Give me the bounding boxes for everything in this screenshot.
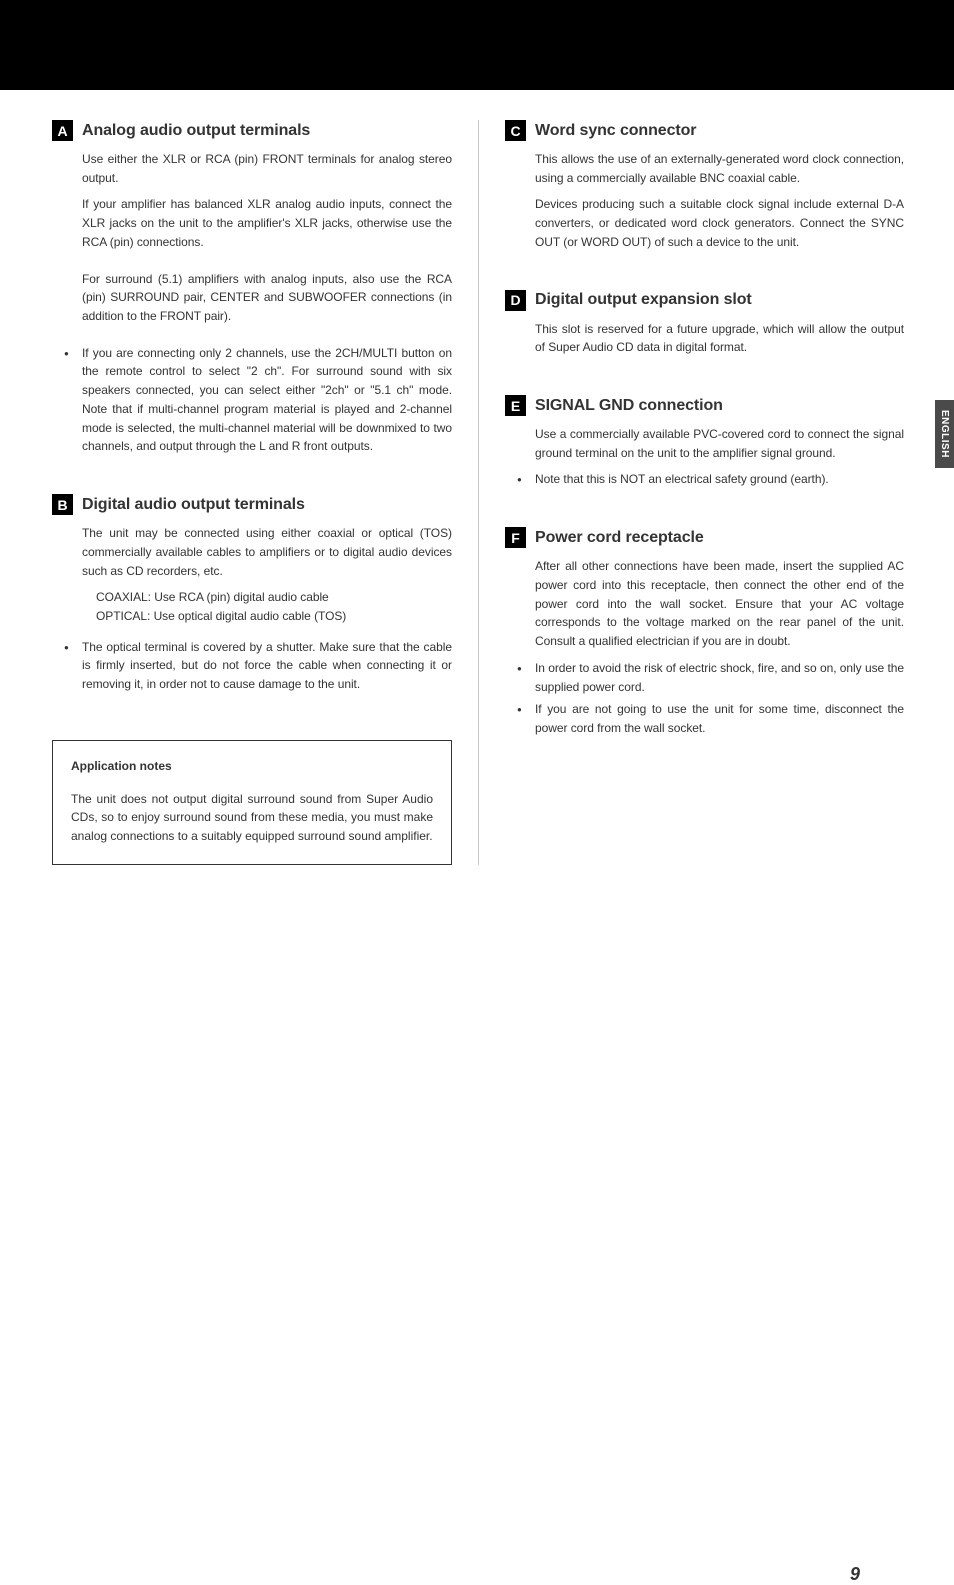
bullet-e1: Note that this is NOT an electrical safe… xyxy=(517,470,904,489)
para-a3: For surround (5.1) amplifiers with analo… xyxy=(82,270,452,326)
bullets-e: Note that this is NOT an electrical safe… xyxy=(505,470,904,489)
para-a1: Use either the XLR or RCA (pin) FRONT te… xyxy=(82,150,452,187)
section-head-c: C Word sync connector xyxy=(505,120,904,141)
language-tab: ENGLISH xyxy=(935,400,954,468)
bullets-b: The optical terminal is covered by a shu… xyxy=(52,638,452,694)
para-c1: This allows the use of an externally-gen… xyxy=(535,150,904,187)
body-e: Use a commercially available PVC-covered… xyxy=(505,425,904,462)
section-e: E SIGNAL GND connection Use a commercial… xyxy=(505,395,904,489)
para-e1: Use a commercially available PVC-covered… xyxy=(535,425,904,462)
badge-a: A xyxy=(52,120,73,141)
body-c: This allows the use of an externally-gen… xyxy=(505,150,904,252)
badge-e: E xyxy=(505,395,526,416)
indent-b2: OPTICAL: Use optical digital audio cable… xyxy=(96,607,452,626)
page-number: 9 xyxy=(850,1564,860,1585)
title-a: Analog audio output terminals xyxy=(82,122,310,140)
title-d: Digital output expansion slot xyxy=(535,291,752,309)
body-d: This slot is reserved for a future upgra… xyxy=(505,320,904,357)
indent-b1: COAXIAL: Use RCA (pin) digital audio cab… xyxy=(96,588,452,607)
section-f: F Power cord receptacle After all other … xyxy=(505,527,904,737)
section-head-b: B Digital audio output terminals xyxy=(52,494,452,515)
columns-wrapper: A Analog audio output terminals Use eith… xyxy=(52,120,904,865)
para-c2: Devices producing such a suitable clock … xyxy=(535,195,904,251)
section-head-e: E SIGNAL GND connection xyxy=(505,395,904,416)
page-content: ENGLISH A Analog audio output terminals … xyxy=(0,90,954,1205)
left-column: A Analog audio output terminals Use eith… xyxy=(52,120,478,865)
badge-d: D xyxy=(505,290,526,311)
section-a: A Analog audio output terminals Use eith… xyxy=(52,120,452,456)
footer-area: 9 xyxy=(52,865,904,1205)
title-e: SIGNAL GND connection xyxy=(535,397,723,415)
badge-c: C xyxy=(505,120,526,141)
section-head-d: D Digital output expansion slot xyxy=(505,290,904,311)
badge-f: F xyxy=(505,527,526,548)
para-d1: This slot is reserved for a future upgra… xyxy=(535,320,904,357)
body-a: Use either the XLR or RCA (pin) FRONT te… xyxy=(52,150,452,326)
title-b: Digital audio output terminals xyxy=(82,496,305,514)
bullet-f2: If you are not going to use the unit for… xyxy=(517,700,904,737)
bullet-f1: In order to avoid the risk of electric s… xyxy=(517,659,904,696)
indent-b: COAXIAL: Use RCA (pin) digital audio cab… xyxy=(82,588,452,625)
body-f: After all other connections have been ma… xyxy=(505,557,904,651)
badge-b: B xyxy=(52,494,73,515)
right-column: C Word sync connector This allows the us… xyxy=(478,120,904,865)
section-head-a: A Analog audio output terminals xyxy=(52,120,452,141)
bullet-a1: If you are connecting only 2 channels, u… xyxy=(64,344,452,456)
section-c: C Word sync connector This allows the us… xyxy=(505,120,904,252)
application-notes-box: Application notes The unit does not outp… xyxy=(52,740,452,865)
bullets-f: In order to avoid the risk of electric s… xyxy=(505,659,904,738)
section-b: B Digital audio output terminals The uni… xyxy=(52,494,452,694)
body-b: The unit may be connected using either c… xyxy=(52,524,452,626)
title-f: Power cord receptacle xyxy=(535,529,704,547)
title-c: Word sync connector xyxy=(535,122,696,140)
para-b1: The unit may be connected using either c… xyxy=(82,524,452,580)
bullet-b1: The optical terminal is covered by a shu… xyxy=(64,638,452,694)
para-f1: After all other connections have been ma… xyxy=(535,557,904,651)
bullets-a: If you are connecting only 2 channels, u… xyxy=(52,344,452,456)
notes-title: Application notes xyxy=(71,757,433,776)
para-a2: If your amplifier has balanced XLR analo… xyxy=(82,195,452,251)
notes-body: The unit does not output digital surroun… xyxy=(71,790,433,846)
section-d: D Digital output expansion slot This slo… xyxy=(505,290,904,357)
top-black-bar xyxy=(0,0,954,90)
section-head-f: F Power cord receptacle xyxy=(505,527,904,548)
